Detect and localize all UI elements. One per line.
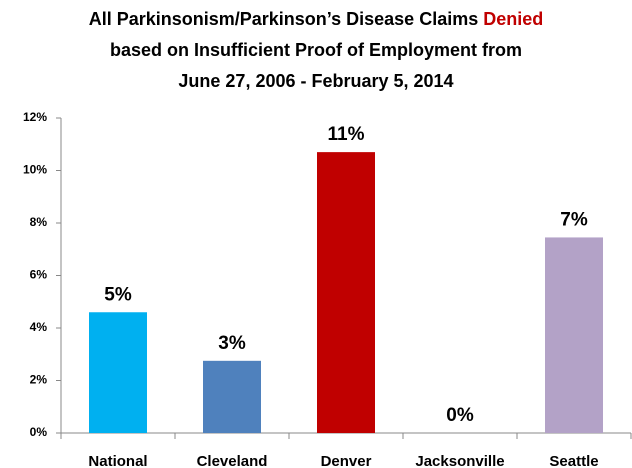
title-part: All Parkinsonism/Parkinson’s Disease Cla…: [89, 9, 479, 29]
bar: [89, 312, 147, 433]
value-label: 11%: [328, 124, 365, 145]
value-label: 5%: [104, 284, 132, 305]
chart-title-line: based on Insufficient Proof of Employmen…: [110, 40, 522, 60]
x-tick-label: Jacksonville: [415, 453, 504, 468]
bar: [203, 360, 261, 433]
x-tick-label: Denver: [321, 453, 372, 468]
title-highlight: Denied: [483, 9, 543, 29]
bar: [545, 237, 603, 433]
chart-title: All Parkinsonism/Parkinson’s Disease Cla…: [89, 9, 544, 29]
chart-title-line: June 27, 2006 - February 5, 2014: [178, 71, 453, 91]
y-tick-label: 8%: [30, 215, 48, 229]
y-tick-label: 10%: [23, 163, 47, 177]
y-tick-label: 0%: [30, 425, 48, 439]
y-tick-label: 2%: [30, 373, 48, 387]
x-tick-label: National: [88, 453, 147, 468]
value-label: 7%: [560, 209, 588, 230]
x-tick-label: Seattle: [549, 453, 598, 468]
y-tick-label: 6%: [30, 268, 48, 282]
value-label: 3%: [218, 333, 246, 354]
bar: [317, 152, 375, 433]
y-tick-label: 12%: [23, 110, 47, 124]
value-label: 0%: [446, 405, 474, 426]
y-tick-label: 4%: [30, 320, 48, 334]
x-tick-label: Cleveland: [197, 453, 268, 468]
